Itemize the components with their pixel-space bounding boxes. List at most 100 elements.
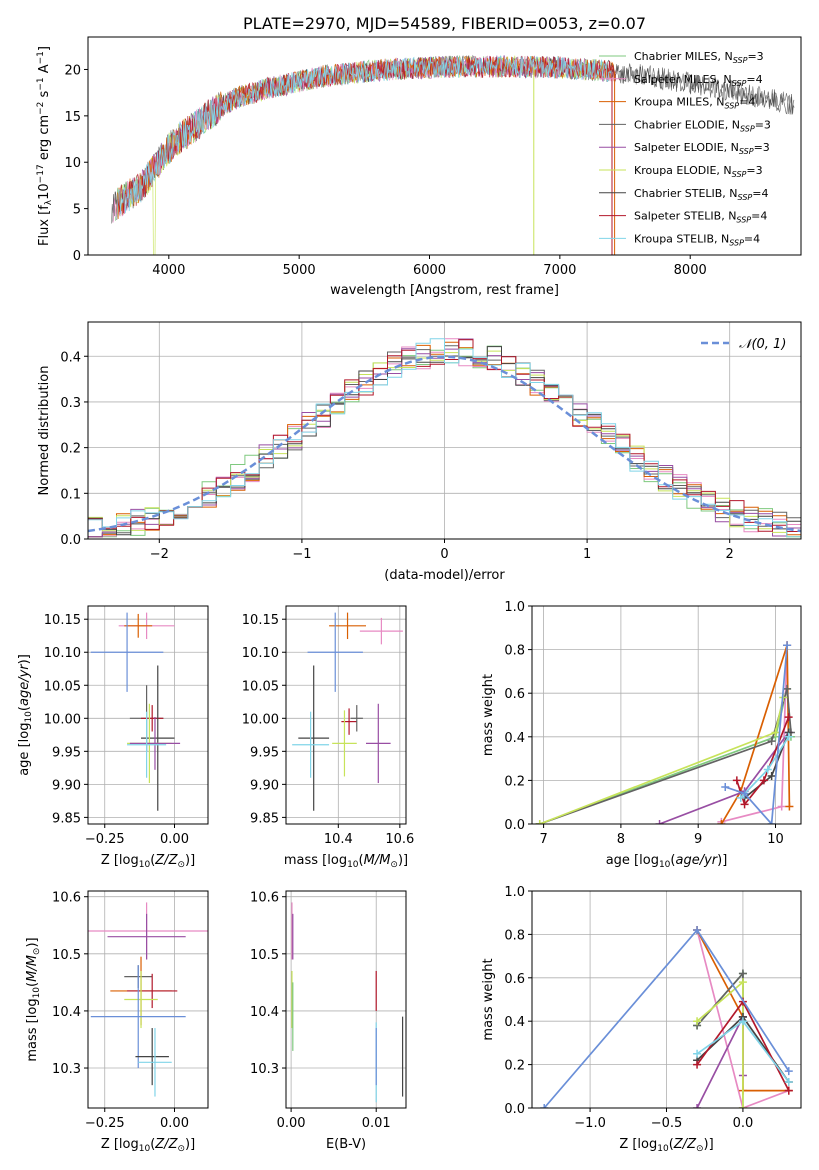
weight-marker [693,1049,702,1058]
weight-marker [767,737,776,746]
y-tick-label: 10.15 [242,613,279,628]
weight-marker [763,765,772,774]
weight-marker [783,684,792,693]
y-tick-label: 0.2 [60,442,81,457]
weight-series-line [720,644,791,824]
data-point-errorbar [350,705,363,732]
weight-series-line [696,929,790,1108]
weight-marker [785,802,794,811]
x-tick-label: 7 [539,832,547,847]
y-tick-label: 10.5 [52,948,81,963]
data-point-errorbar [124,613,153,638]
weight-marker [767,772,776,781]
x-axis-label: Z [log10(Z/Z⊙)] [101,853,195,870]
x-tick-label: 2 [726,547,734,562]
mass_vs_ebv-plot [291,902,404,1103]
y-tick-label: 9.85 [250,811,279,826]
y-tick-label: 0.0 [504,1102,525,1117]
y-tick-label: 0.1 [60,487,81,502]
y-tick-label: 10.05 [44,679,81,694]
weight-marker [784,1067,793,1076]
y-tick-label: 10.5 [250,948,279,963]
spectrum-series-line [116,55,613,220]
weight-marker [693,1017,702,1026]
y-tick-label: 9.95 [52,745,81,760]
weights_vs_age-plot [535,641,795,824]
weight-marker [777,802,786,811]
weight-series-line [724,645,788,824]
x-tick-label: 4000 [152,263,185,278]
x-axis-label: (data-model)/error [384,568,505,583]
legend-label: Kroupa ELODIE, NSSP=3 [634,164,763,179]
x-tick-label: −0.5 [651,1116,683,1131]
legend-label: Chabrier STELIB, NSSP=4 [634,187,768,202]
weight-marker [717,820,726,824]
y-axis-label: Normed distribution [37,366,52,496]
y-tick-label: 10.3 [250,1062,279,1077]
spectrum-plot [111,54,795,255]
y-tick-label: 10.10 [242,646,279,661]
data-point-errorbar [332,710,357,777]
mass_vs_Z-axes [88,891,208,1108]
x-tick-label: 8 [617,832,625,847]
x-tick-label: 5000 [283,263,316,278]
y-tick-label: 9.95 [250,745,279,760]
weight-marker [783,641,792,650]
x-tick-label: 0.00 [160,832,189,847]
legend-label: Salpeter ELODIE, NSSP=3 [634,141,770,156]
spectrum-frame [87,36,802,256]
x-tick-label: −1.0 [574,1116,606,1131]
x-axis-label: E(B-V) [326,1137,366,1152]
y-tick-label: 10 [64,156,81,171]
x-axis-label: Z [log10(Z/Z⊙)] [619,1137,713,1154]
data-point-errorbar [298,665,330,811]
weight-marker [784,713,793,722]
weight-marker [693,1104,702,1108]
residuals-frame [87,321,802,540]
y-tick-label: 0.2 [504,1059,525,1074]
data-point-errorbar [127,973,178,1009]
x-tick-label: 0.0 [733,1116,754,1131]
chart-title: PLATE=2970, MJD=54589, FIBERID=0053, z=0… [243,14,646,33]
weight-marker [759,776,768,785]
data-point-errorbar [138,1028,172,1097]
y-tick-label: 10.6 [250,891,279,906]
age_vs_Z-plot [90,612,181,811]
legend-label: Salpeter MILES, NSSP=4 [634,73,763,88]
legend-label: Kroupa MILES, NSSP=4 [634,96,755,111]
y-axis-label: mass [log10(M/M⊙)] [25,937,42,1061]
y-tick-label: 20 [64,63,81,78]
weight-marker [771,728,780,737]
y-tick-label: 0.8 [504,644,525,659]
data-point-errorbar [90,965,186,1069]
age_vs_mass-axes [286,606,406,824]
mass_vs_Z-plot [88,902,208,1097]
weight-marker [784,1086,793,1095]
weight-marker [738,978,747,987]
x-tick-label: 8000 [674,263,707,278]
x-tick-label: −0.25 [85,1116,125,1131]
age_vs_Z-axes [88,606,208,824]
x-tick-label: 0.01 [362,1116,391,1131]
y-tick-label: 10.10 [44,646,81,661]
weights_vs_Z-frame [531,890,802,1109]
weight-marker [721,782,730,791]
weight-marker [738,969,747,978]
y-tick-label: 0.4 [504,1015,525,1030]
y-tick-label: 0.6 [504,972,525,987]
weight-marker [784,732,793,741]
weight-marker [738,1104,747,1108]
legend-label: Salpeter STELIB, NSSP=4 [634,210,767,225]
y-tick-label: 0.0 [60,533,81,548]
data-point-errorbar [107,913,186,960]
x-tick-label: 10 [767,832,784,847]
weight-marker [738,1017,747,1026]
y-tick-label: 10.4 [250,1005,279,1020]
weight-marker [693,926,702,935]
normal-reference-curve [88,355,801,533]
mass_vs_Z-frame [87,890,209,1109]
x-tick-label: 10.4 [324,832,353,847]
x-tick-label: 9 [694,832,702,847]
x-axis-label: mass [log10(M/M⊙)] [284,853,408,870]
